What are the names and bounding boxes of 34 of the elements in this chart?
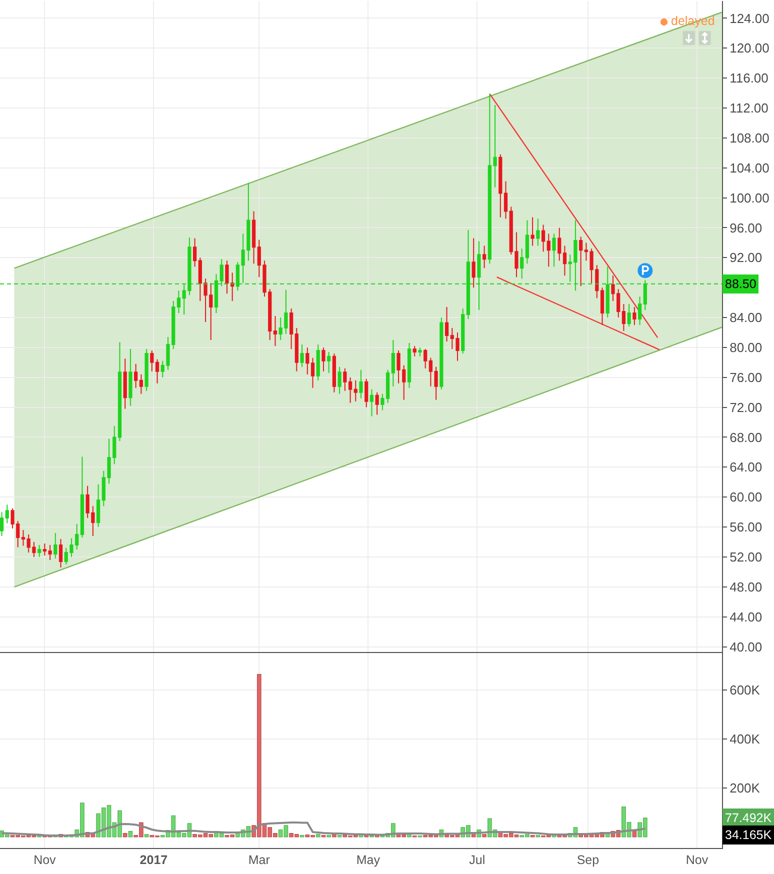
y-tick-label: 112.00	[730, 100, 768, 116]
y-tick-label: 40.00	[730, 639, 762, 654]
y-tick-label: 100.00	[730, 190, 770, 206]
y-tick-label: 80.00	[730, 340, 762, 355]
y-tick-label: 116.00	[730, 70, 768, 86]
x-tick-label: 2017	[140, 853, 168, 867]
y-tick-label: 60.00	[730, 490, 762, 505]
y-tick-label: 44.00	[730, 609, 762, 624]
y-tick-label: 96.00	[730, 220, 762, 236]
x-tick-label: Nov	[686, 853, 709, 867]
y-tick-label: 84.00	[730, 310, 762, 326]
y-tick-label: 120.00	[730, 40, 770, 56]
y-tick-label: 104.00	[730, 160, 770, 176]
y-tick-label: 200K	[730, 780, 760, 796]
y-tick-label: 92.00	[730, 250, 762, 266]
x-tick-label: Jul	[469, 853, 486, 867]
y-tick-label: 52.00	[730, 550, 762, 565]
y-tick-label: 64.00	[730, 460, 762, 475]
x-tick-label: May	[356, 853, 381, 867]
y-tick-label: 72.00	[730, 400, 762, 415]
ref-line-label: 88.50	[725, 277, 756, 291]
x-tick-label: Nov	[34, 853, 57, 867]
y-tick-label: 108.00	[730, 130, 770, 146]
x-tick-label: Sep	[576, 853, 600, 867]
y-tick-label: 600K	[730, 682, 760, 698]
y-tick-label: 68.00	[730, 430, 762, 445]
y-tick-label: 76.00	[730, 370, 762, 385]
x-tick-label: Mar	[248, 853, 270, 867]
y-tick-label: 48.00	[730, 579, 762, 594]
text: 34.165K	[725, 828, 772, 842]
y-tick-label: 56.00	[730, 520, 762, 535]
y-tick-label: 124.00	[730, 10, 770, 26]
y-tick-label: 400K	[730, 731, 760, 746]
text: 77.492K	[725, 811, 772, 825]
